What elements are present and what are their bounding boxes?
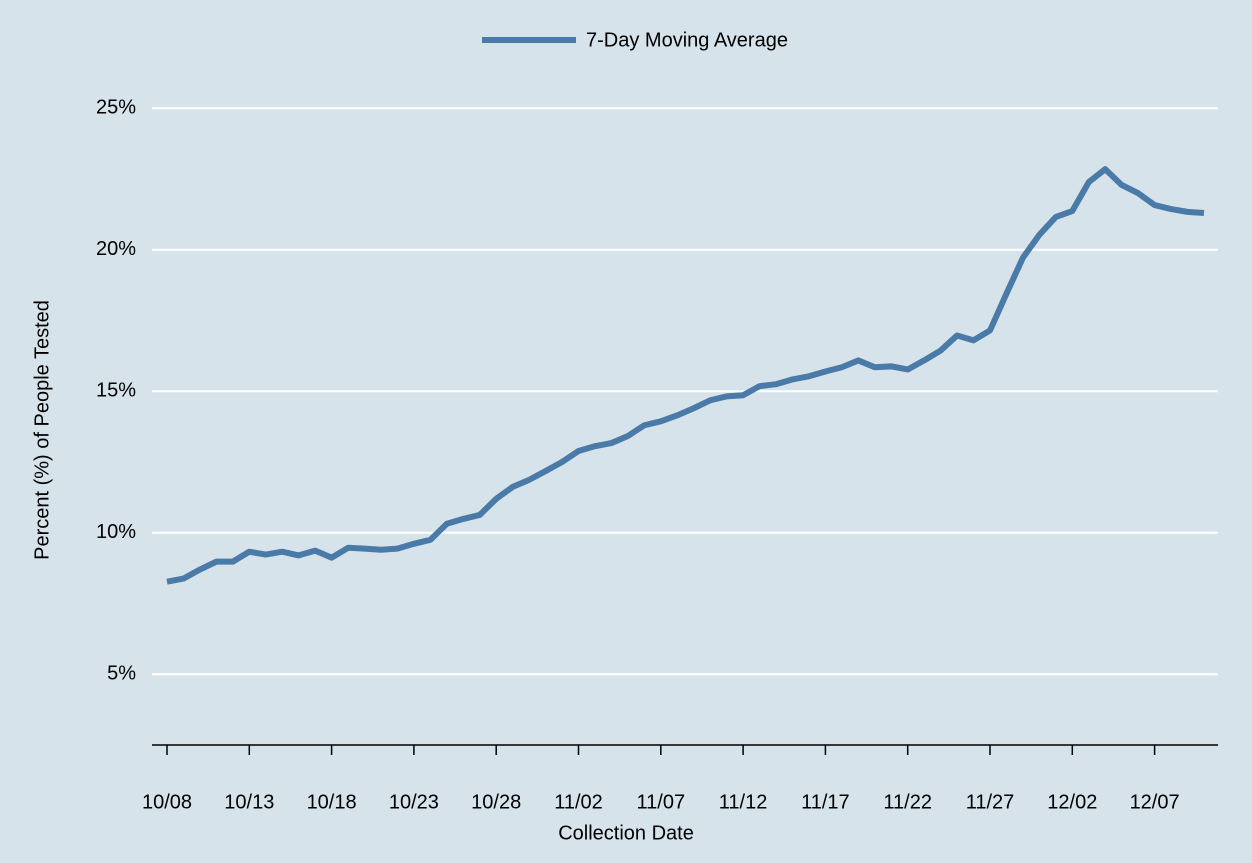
- x-tick-label: 11/27: [966, 791, 1015, 813]
- x-tick-label: 10/28: [471, 791, 521, 813]
- x-tick-label: 12/07: [1130, 791, 1180, 813]
- x-tick-label: 10/23: [389, 791, 439, 813]
- y-tick-label: 15%: [96, 380, 136, 402]
- legend-label: 7-Day Moving Average: [586, 29, 788, 51]
- x-tick-label: 10/08: [142, 791, 192, 813]
- x-tick-label: 11/07: [637, 791, 686, 813]
- x-tick-label: 11/02: [554, 791, 603, 813]
- y-tick-label: 10%: [96, 521, 136, 543]
- x-tick-label: 12/02: [1047, 791, 1097, 813]
- data-line: [166, 166, 1205, 585]
- x-axis-label: Collection Date: [558, 822, 694, 844]
- x-tick-label: 11/12: [719, 791, 768, 813]
- x-tick-label: 11/17: [801, 791, 850, 813]
- y-tick-label: 5%: [107, 663, 136, 685]
- y-tick-label: 25%: [96, 97, 136, 119]
- x-tick-label: 11/22: [883, 791, 932, 813]
- y-axis-label: Percent (%) of People Tested: [31, 300, 53, 560]
- y-tick-label: 20%: [96, 238, 136, 260]
- x-tick-label: 10/13: [224, 791, 274, 813]
- x-tick-label: 10/18: [307, 791, 357, 813]
